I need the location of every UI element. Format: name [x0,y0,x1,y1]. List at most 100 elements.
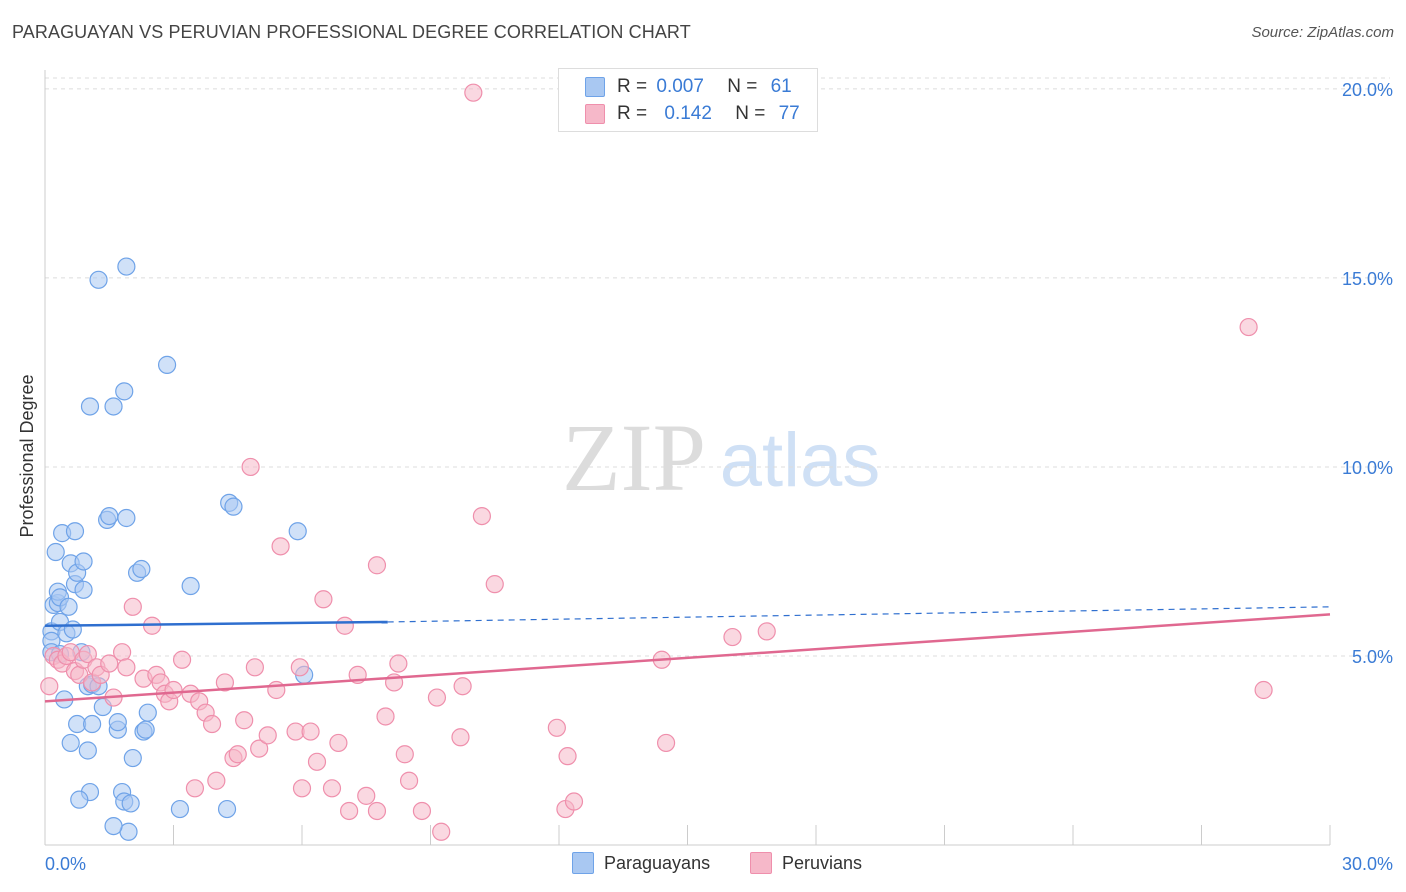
point-peruvians [228,745,247,764]
point-paraguayans [217,799,237,819]
legend-n-label: N = [735,103,766,124]
point-paraguayans [117,508,136,528]
point-peruvians [485,575,504,594]
point-paraguayans [224,497,243,516]
point-peruvians [215,673,234,692]
watermark-atlas: atlas [720,418,881,503]
point-peruvians [301,722,320,741]
point-peruvians [117,658,136,677]
point-peruvians [564,792,584,811]
point-paraguayans [46,542,65,562]
trend-line-paraguayans-solid [44,620,388,627]
point-paraguayans [108,713,127,732]
point-paraguayans [80,397,100,416]
point-peruvians [258,726,277,745]
x-tick-label-min: 0.0% [45,854,86,874]
point-peruvians [547,718,566,737]
point-peruvians [335,616,354,635]
point-paraguayans [181,576,200,596]
point-peruvians [451,728,470,747]
point-peruvians [307,752,327,771]
point-paraguayans [74,552,93,571]
point-peruvians [376,707,395,726]
grid [45,77,1390,657]
legend-swatch-paraguayans [585,77,605,97]
point-peruvians [1254,680,1273,700]
point-peruvians [329,733,348,753]
x-tick-label-max: 30.0% [1342,854,1393,874]
point-peruvians [1239,317,1258,337]
point-peruvians [472,506,491,526]
point-peruvians [185,779,205,798]
point-paraguayans [104,397,123,416]
legend-r-label: R = [617,76,648,97]
y-tick-label: 5.0% [1352,647,1393,667]
point-paraguayans [123,748,142,768]
point-paraguayans [63,620,82,639]
data-points [40,83,1273,841]
legend-swatch-peruvians [750,852,772,874]
watermark: ZIP atlas [562,404,880,511]
point-peruvians [78,644,97,664]
point-peruvians [172,650,192,669]
legend-n-value: 77 [778,103,800,124]
legend-label-paraguayans: Paraguayans [604,852,711,873]
legend-label-peruvians: Peruvians [782,852,863,873]
point-peruvians [395,745,414,764]
legend-swatch-paraguayans [572,852,594,874]
point-peruvians [250,739,269,758]
point-peruvians [367,556,387,575]
point-peruvians [271,537,290,556]
point-paraguayans [70,790,89,809]
point-peruvians [202,714,222,734]
y-axis-label: Professional Degree [17,374,37,537]
y-tick-label: 15.0% [1342,269,1393,289]
point-paraguayans [59,597,78,616]
point-peruvians [389,654,408,673]
point-peruvians [100,654,119,673]
point-peruvians [241,457,260,477]
point-peruvians [367,801,387,821]
point-peruvians [314,590,333,609]
point-paraguayans [89,270,108,289]
point-paraguayans [170,799,190,819]
point-paraguayans [74,580,93,599]
point-peruvians [558,747,577,766]
legend-swatch-peruvians [585,104,605,124]
point-peruvians [427,688,447,707]
legend-item-peruvians: Peruvians [750,852,862,874]
y-tick-label: 20.0% [1342,80,1393,100]
trend-line-peruvians [44,613,1331,703]
point-paraguayans [100,506,119,526]
point-paraguayans [136,720,155,739]
correlation-legend: R = 0.007 N = 61 R = 0.142 N = 77 [558,68,818,132]
point-paraguayans [157,355,177,374]
axes: 5.0% 10.0% 15.0% 20.0% 0.0% 30.0% [44,70,1393,874]
source-label: Source: ZipAtlas.com [1251,24,1394,41]
point-peruvians [656,733,676,753]
point-peruvians [464,83,483,102]
point-paraguayans [117,257,136,276]
point-peruvians [164,680,183,700]
watermark-zip: ZIP [562,404,706,511]
point-paraguayans [78,741,97,760]
point-peruvians [40,677,59,696]
point-paraguayans [115,382,134,401]
trend-line-paraguayans-dashed [387,606,1331,623]
point-paraguayans [65,522,85,541]
point-peruvians [290,658,309,677]
point-peruvians [112,643,132,662]
point-peruvians [453,677,472,696]
legend-r-label: R = [617,103,648,124]
point-peruvians [432,822,451,841]
point-paraguayans [288,522,307,541]
chart-title: PARAGUAYAN VS PERUVIAN PROFESSIONAL DEGR… [12,22,691,42]
point-paraguayans [132,559,151,579]
point-peruvians [723,627,742,647]
trend-lines [44,606,1331,703]
point-peruvians [412,801,432,821]
point-paraguayans [83,714,102,734]
legend-r-value: 0.007 [656,76,704,97]
y-tick-label: 10.0% [1342,458,1393,478]
